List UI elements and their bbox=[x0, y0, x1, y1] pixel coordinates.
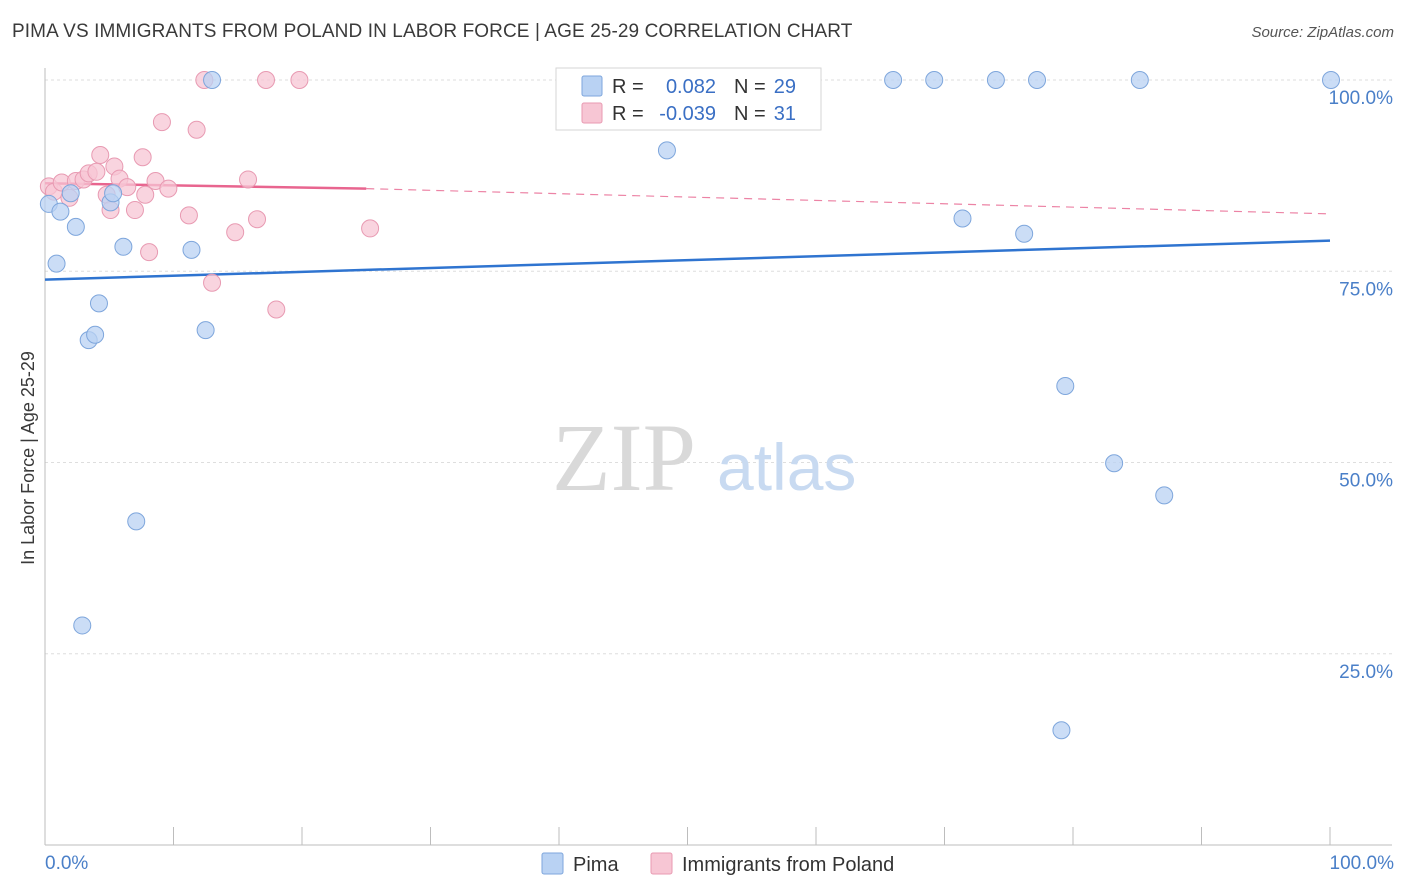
poland-point bbox=[179, 206, 198, 225]
poland-point bbox=[267, 300, 286, 319]
correlation-legend: R = 0.082 N = 29 R = -0.039 N = 31 bbox=[555, 67, 822, 131]
series-pima-points bbox=[39, 71, 1340, 740]
pima-point bbox=[51, 202, 70, 221]
watermark: ZIP atlas bbox=[552, 404, 856, 511]
y-tick-label: 75.0% bbox=[1339, 279, 1393, 300]
pima-point bbox=[657, 141, 676, 160]
pima-point bbox=[953, 209, 972, 228]
pima-point bbox=[1015, 224, 1034, 243]
chart-source: Source: ZipAtlas.com bbox=[1251, 24, 1394, 41]
pima-point bbox=[86, 325, 105, 344]
legend-poland-r-label: R = bbox=[612, 103, 644, 125]
bottom-legend-poland: Immigrants from Poland bbox=[682, 854, 894, 876]
pima-point bbox=[203, 71, 222, 89]
poland-point bbox=[152, 113, 171, 132]
poland-point bbox=[290, 71, 309, 89]
pima-point bbox=[73, 616, 92, 635]
y-axis-label: In Labor Force | Age 25-29 bbox=[18, 351, 38, 565]
legend-poland-n-label: N = bbox=[734, 103, 766, 125]
legend-pima-r-value: 0.082 bbox=[666, 76, 716, 98]
pima-point bbox=[1056, 377, 1075, 395]
pima-point bbox=[104, 184, 123, 203]
poland-point bbox=[257, 71, 276, 89]
pima-point bbox=[127, 512, 146, 531]
x-tick-label-max: 100.0% bbox=[1330, 853, 1395, 874]
trend-line-pima bbox=[44, 239, 1331, 281]
pima-point bbox=[1322, 71, 1340, 89]
pima-point bbox=[1130, 71, 1149, 89]
y-tick-label: 25.0% bbox=[1339, 662, 1393, 683]
y-tick-label: 100.0% bbox=[1329, 88, 1394, 109]
poland-point bbox=[136, 185, 155, 204]
poland-point bbox=[226, 223, 245, 242]
legend-pima-n-value: 29 bbox=[774, 76, 796, 98]
trend-line-poland-extension bbox=[366, 188, 1331, 215]
poland-point bbox=[159, 179, 178, 198]
poland-point bbox=[203, 273, 222, 292]
trend-lines bbox=[44, 182, 1331, 281]
legend-poland-r-value: -0.039 bbox=[659, 103, 716, 125]
poland-point bbox=[361, 219, 380, 238]
x-tick-label-min: 0.0% bbox=[45, 853, 88, 874]
axes bbox=[44, 68, 1392, 846]
chart-title: PIMA VS IMMIGRANTS FROM POLAND IN LABOR … bbox=[12, 21, 853, 42]
bottom-legend-swatch-poland bbox=[650, 852, 673, 875]
pima-point bbox=[1155, 486, 1174, 505]
series-poland-points bbox=[39, 71, 380, 319]
poland-point bbox=[125, 201, 144, 220]
legend-swatch-pima bbox=[581, 75, 603, 97]
legend-pima-n-label: N = bbox=[734, 76, 766, 98]
grid-lines bbox=[45, 79, 1392, 655]
poland-point bbox=[87, 162, 106, 181]
pima-point bbox=[114, 237, 133, 256]
poland-point bbox=[91, 145, 110, 164]
pima-point bbox=[61, 184, 80, 203]
y-tick-label: 50.0% bbox=[1339, 471, 1393, 492]
pima-point bbox=[89, 294, 108, 313]
series-legend: Pima Immigrants from Poland bbox=[541, 852, 894, 876]
pima-point bbox=[1028, 71, 1047, 89]
pima-point bbox=[1105, 454, 1124, 473]
watermark-atlas: atlas bbox=[717, 430, 856, 504]
legend-pima-r-label: R = bbox=[612, 76, 644, 98]
pima-point bbox=[182, 240, 201, 259]
legend-poland-n-value: 31 bbox=[774, 103, 796, 125]
pima-point bbox=[925, 71, 944, 89]
pima-point bbox=[986, 71, 1005, 89]
poland-point bbox=[133, 148, 152, 167]
pima-point bbox=[47, 254, 66, 273]
pima-point bbox=[66, 217, 85, 236]
trend-line-poland bbox=[44, 182, 367, 190]
legend-swatch-poland bbox=[581, 102, 603, 124]
poland-point bbox=[140, 243, 159, 262]
poland-point bbox=[248, 210, 267, 229]
bottom-legend-pima: Pima bbox=[573, 854, 619, 876]
watermark-zip: ZIP bbox=[552, 404, 696, 511]
pima-point bbox=[884, 71, 903, 89]
y-tick-labels: 25.0% 50.0% 75.0% 100.0% bbox=[1329, 88, 1394, 683]
pima-point bbox=[196, 321, 215, 340]
poland-point bbox=[187, 120, 206, 139]
poland-point bbox=[239, 170, 258, 189]
pima-point bbox=[1052, 721, 1071, 740]
bottom-legend-swatch-pima bbox=[541, 852, 564, 875]
